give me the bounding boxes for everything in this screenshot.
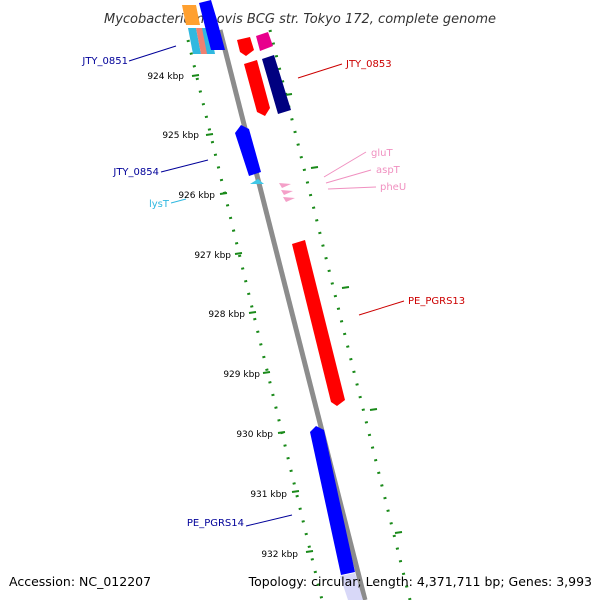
major-tick xyxy=(191,74,200,77)
leader-line xyxy=(245,514,293,527)
gene-label-lyst: lysT xyxy=(149,199,170,210)
gene-label-pe-pgrs14: PE_PGRS14 xyxy=(187,518,244,529)
leader-line xyxy=(327,186,377,190)
major-tick xyxy=(277,431,286,434)
pheu-trna xyxy=(283,197,295,202)
gene-arrow xyxy=(188,28,201,54)
major-tick xyxy=(394,531,403,534)
leader-line xyxy=(323,151,367,178)
inner-tick-track xyxy=(186,39,324,600)
map-title: Mycobacterium bovis BCG str. Tokyo 172, … xyxy=(104,12,496,27)
major-tick xyxy=(262,371,271,374)
leader-line xyxy=(170,198,187,204)
leader-line xyxy=(325,169,372,184)
gene-arrow xyxy=(199,0,225,50)
leader-line xyxy=(160,159,209,173)
gene-label-pheu: pheU xyxy=(380,182,406,193)
gene-label-jty-0851: JTY_0851 xyxy=(81,56,128,67)
major-tick xyxy=(369,408,378,411)
gene-label-aspt: aspT xyxy=(376,165,401,176)
kbp-label: 929 kbp xyxy=(223,370,260,380)
topology-text: Topology: circular; Length: 4,371,711 bp… xyxy=(248,574,592,589)
gene-arrow xyxy=(256,32,273,51)
leader-line xyxy=(128,45,177,62)
glut-trna xyxy=(279,183,291,188)
kbp-label: 924 kbp xyxy=(147,72,184,82)
kbp-label: 930 kbp xyxy=(236,430,273,440)
leader-line xyxy=(358,300,405,316)
gene-label-jty-0853: JTY_0853 xyxy=(345,59,392,70)
kbp-label: 926 kbp xyxy=(178,191,215,201)
gene-arrow xyxy=(182,5,200,25)
major-tick xyxy=(341,286,350,289)
major-tick xyxy=(234,252,243,255)
kbp-label: 928 kbp xyxy=(208,310,245,320)
major-tick xyxy=(310,166,319,169)
major-tick xyxy=(219,192,228,195)
major-tick xyxy=(248,311,257,314)
gene-arrow xyxy=(262,55,291,114)
aspt-trna xyxy=(281,190,293,195)
leader-line xyxy=(297,63,343,79)
kbp-label: 931 kbp xyxy=(250,490,287,500)
kbp-label: 925 kbp xyxy=(162,131,199,141)
gene-arrow xyxy=(237,37,254,56)
gene-label-jty-0854: JTY_0854 xyxy=(112,167,159,178)
major-tick xyxy=(291,490,300,493)
accession-text: Accession: NC_012207 xyxy=(9,574,151,589)
gene-label-pe-pgrs13: PE_PGRS13 xyxy=(408,296,465,307)
pe-pgrs14-gene xyxy=(310,426,355,575)
pe-pgrs13-gene xyxy=(292,240,345,406)
gene-fragment xyxy=(340,573,363,600)
genome-backbone xyxy=(217,29,368,600)
kbp-label: 927 kbp xyxy=(194,251,231,261)
jty-0853-gene xyxy=(244,60,270,116)
major-tick xyxy=(305,550,314,553)
jty-0854-gene xyxy=(235,125,261,176)
lyst-trna xyxy=(250,179,264,184)
kbp-label: 932 kbp xyxy=(261,550,298,560)
gene-label-glut: gluT xyxy=(371,148,393,159)
major-tick xyxy=(205,133,214,136)
